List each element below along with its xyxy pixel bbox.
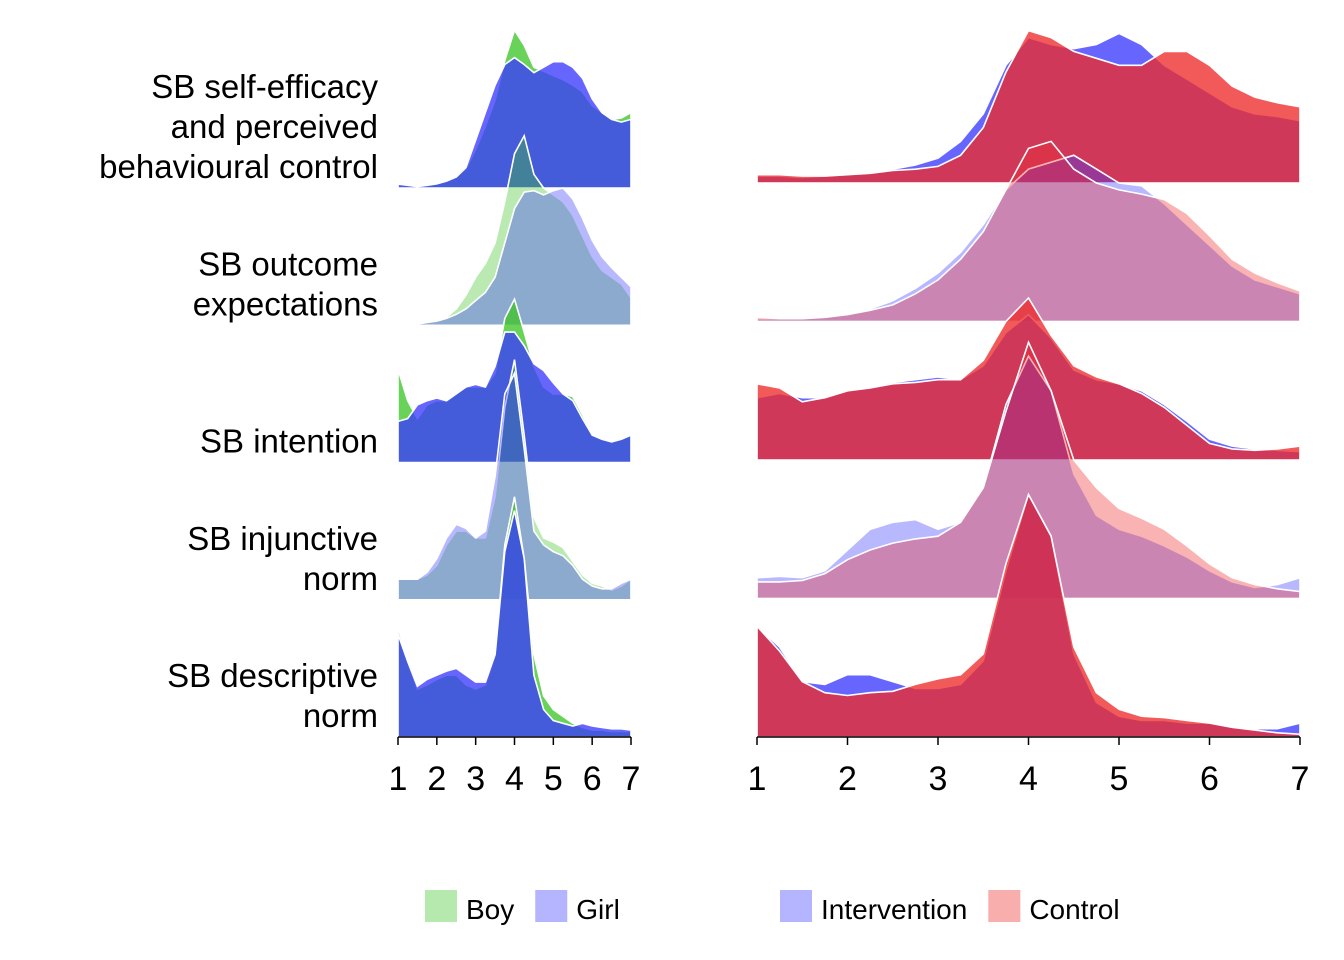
x-tick-label: 3 — [929, 760, 948, 798]
density-ridge — [397, 331, 632, 464]
x-tick-label: 6 — [583, 760, 602, 798]
density-ridge — [397, 510, 632, 738]
density-ridge — [756, 296, 1301, 461]
legend-label: Control — [1029, 894, 1119, 925]
legend-label: Intervention — [821, 894, 967, 925]
row-label: behavioural control — [99, 148, 378, 185]
legend-label: Boy — [466, 894, 514, 925]
density-ridge — [756, 140, 1301, 323]
row-label: norm — [303, 697, 378, 734]
density-ridge — [756, 29, 1301, 184]
density-ridge — [756, 354, 1301, 600]
row-label: expectations — [193, 285, 378, 322]
row-label: norm — [303, 560, 378, 597]
x-tick-label: 3 — [466, 760, 485, 798]
density-ridge — [756, 340, 1301, 600]
x-tick-label: 7 — [622, 760, 641, 798]
row-label: and perceived — [171, 108, 378, 145]
row-label: SB descriptive — [167, 657, 378, 694]
x-tick-label: 4 — [505, 760, 524, 798]
legend-swatch — [535, 890, 568, 922]
row-label: SB intention — [200, 423, 378, 460]
x-tick-label: 2 — [427, 760, 446, 798]
density-ridge — [397, 370, 632, 601]
density-ridge — [397, 187, 632, 327]
legend-label: Girl — [576, 894, 620, 925]
density-ridge — [756, 492, 1301, 738]
x-tick-label: 4 — [1019, 760, 1038, 798]
x-tick-label: 6 — [1200, 760, 1219, 798]
x-tick-label: 2 — [838, 760, 857, 798]
legend-swatch — [988, 890, 1021, 922]
row-label: SB outcome — [198, 245, 378, 282]
x-tick-label: 5 — [1110, 760, 1129, 798]
row-label: SB injunctive — [187, 520, 378, 557]
x-tick-label: 7 — [1291, 760, 1310, 798]
row-label: SB self-efficacy — [151, 68, 378, 105]
x-tick-label: 1 — [748, 760, 767, 798]
density-ridge — [397, 56, 632, 189]
legend-swatch — [780, 890, 812, 922]
x-tick-label: 5 — [544, 760, 563, 798]
x-tick-label: 1 — [389, 760, 408, 798]
legend-swatch — [425, 890, 457, 922]
